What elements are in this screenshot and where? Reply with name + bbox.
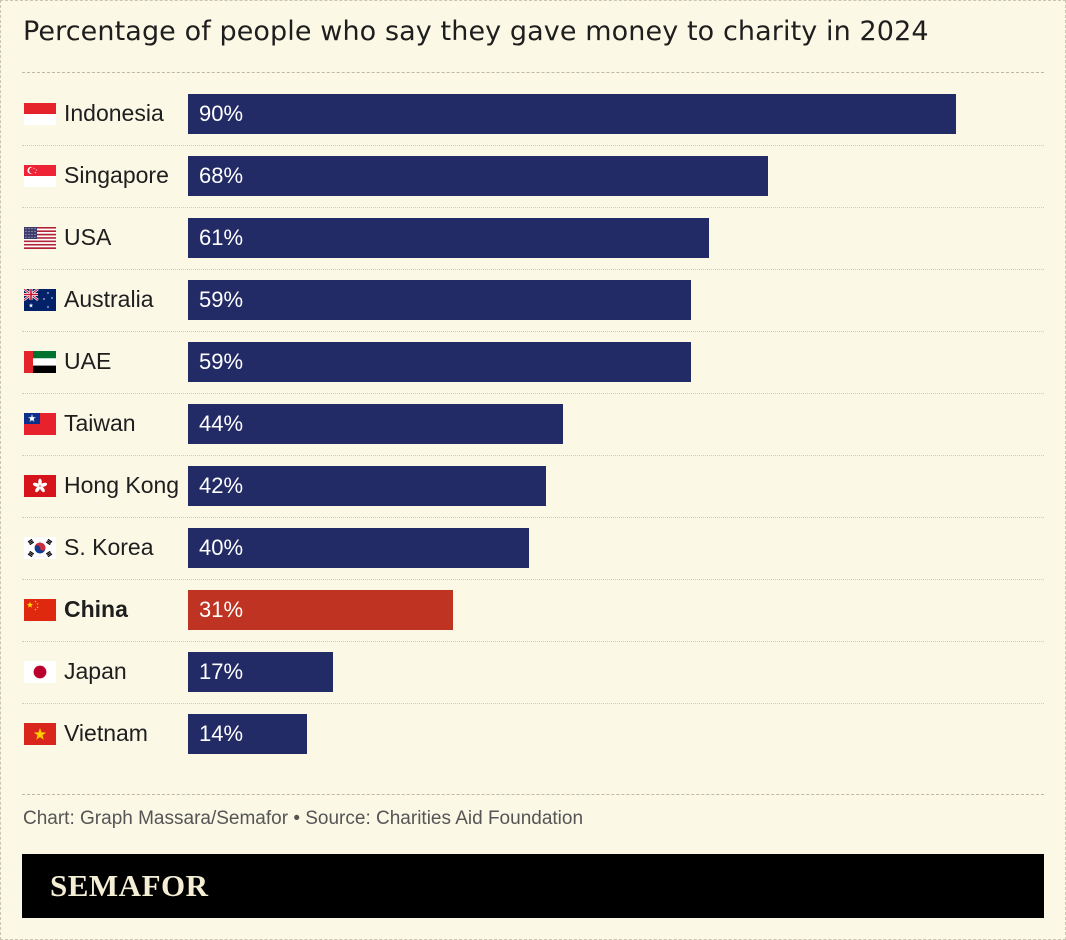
taiwan-flag-icon [24, 413, 56, 435]
row-separator [22, 145, 1044, 146]
data-label: 42% [199, 473, 244, 498]
category-label: Vietnam [64, 720, 148, 746]
bar-japan: 17% [188, 652, 333, 692]
bar-s-korea: 40% [188, 528, 529, 568]
row-separator [22, 579, 1044, 580]
bar-row-s-korea: S. Korea 40% [0, 517, 1066, 579]
singapore-flag-icon [24, 165, 56, 187]
category-label: S. Korea [64, 534, 154, 560]
bar-row-vietnam: Vietnam 14% [0, 703, 1066, 765]
bar-row-indonesia: Indonesia 90% [0, 83, 1066, 145]
bar-row-japan: Japan 17% [0, 641, 1066, 703]
category-label: USA [64, 224, 112, 250]
data-label: 14% [199, 721, 244, 746]
category-label: Taiwan [64, 410, 136, 436]
data-label: 44% [199, 411, 244, 436]
bar-row-australia: Australia 59% [0, 269, 1066, 331]
data-label: 40% [199, 535, 244, 560]
bar-china: 31% [188, 590, 453, 630]
bar-row-usa: USA 61% [0, 207, 1066, 269]
data-label: 68% [199, 163, 244, 188]
data-label: 61% [199, 225, 244, 250]
south-korea-flag-icon [24, 537, 56, 559]
brand-bar: SEMAFOR [22, 854, 1044, 918]
category-label: China [64, 596, 128, 622]
usa-flag-icon [24, 227, 56, 249]
australia-flag-icon [24, 289, 56, 311]
bar-row-singapore: Singapore 68% [0, 145, 1066, 207]
row-separator [22, 331, 1044, 332]
top-divider [22, 72, 1044, 73]
row-separator [22, 517, 1044, 518]
data-label: 17% [199, 659, 244, 684]
hong-kong-flag-icon [24, 475, 56, 497]
row-separator [22, 269, 1044, 270]
bar-uae: 59% [188, 342, 691, 382]
data-label: 59% [199, 349, 244, 374]
bar-hong-kong: 42% [188, 466, 546, 506]
bar-row-china: China 31% [0, 579, 1066, 641]
row-separator [22, 703, 1044, 704]
indonesia-flag-icon [24, 103, 56, 125]
china-flag-icon [24, 599, 56, 621]
row-separator [22, 455, 1044, 456]
category-label: Singapore [64, 162, 169, 188]
category-label: Hong Kong [64, 472, 180, 498]
bar-row-uae: UAE 59% [0, 331, 1066, 393]
data-label: 90% [199, 101, 244, 126]
bar-row-taiwan: Taiwan 44% [0, 393, 1066, 455]
category-label: Japan [64, 658, 127, 684]
chart-title: Percentage of people who say they gave m… [23, 16, 929, 47]
bottom-divider [22, 794, 1044, 795]
category-label: UAE [64, 348, 112, 374]
category-label: Australia [64, 286, 154, 312]
row-separator [22, 207, 1044, 208]
bar-australia: 59% [188, 280, 691, 320]
data-label: 59% [199, 287, 244, 312]
semafor-logo: SEMAFOR [50, 868, 209, 903]
bar-usa: 61% [188, 218, 709, 258]
category-label: Indonesia [64, 100, 164, 126]
japan-flag-icon [24, 661, 56, 683]
uae-flag-icon [24, 351, 56, 373]
row-separator [22, 641, 1044, 642]
bar-row-hong-kong: Hong Kong 42% [0, 455, 1066, 517]
row-separator [22, 393, 1044, 394]
bar-taiwan: 44% [188, 404, 563, 444]
bar-singapore: 68% [188, 156, 768, 196]
source-credit: Chart: Graph Massara/Semafor • Source: C… [23, 808, 584, 829]
vietnam-flag-icon [24, 723, 56, 745]
bar-vietnam: 14% [188, 714, 307, 754]
bar-indonesia: 90% [188, 94, 956, 134]
data-label: 31% [199, 597, 244, 622]
